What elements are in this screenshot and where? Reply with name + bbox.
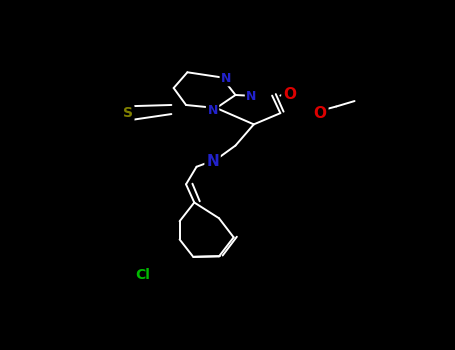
Text: N: N	[206, 154, 219, 169]
Text: Cl: Cl	[136, 268, 151, 282]
Text: O: O	[283, 88, 296, 103]
Text: O: O	[313, 106, 327, 121]
Text: N: N	[207, 104, 218, 117]
Text: N: N	[246, 90, 257, 103]
Text: S: S	[123, 106, 133, 120]
Text: N: N	[221, 72, 232, 85]
